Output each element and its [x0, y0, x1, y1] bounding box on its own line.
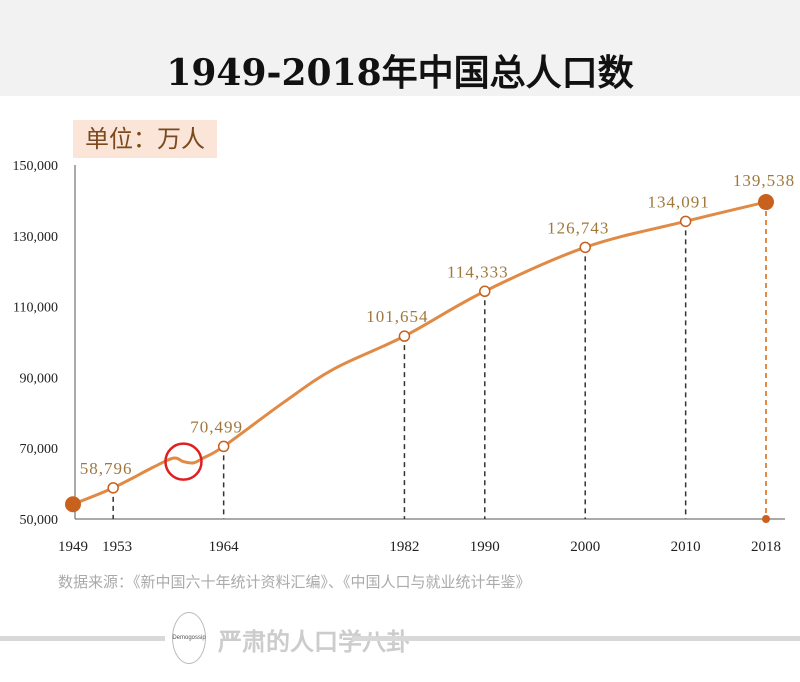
divider [352, 636, 800, 641]
data-label: 114,333 [447, 262, 509, 281]
data-label: 134,091 [648, 192, 710, 211]
data-source: 数据来源：《新中国六十年统计资料汇编》、《中国人口与就业统计年鉴》 [58, 573, 531, 591]
title-banner [0, 0, 800, 96]
data-point [579, 241, 591, 254]
line-chart: 50,000 70,000 90,000 110,000 130,000 150,000 1… [13, 159, 795, 555]
data-label: 126,743 [547, 218, 609, 237]
chart-title: 1949-2018年中国总人口数 [166, 52, 634, 94]
axis-dot [762, 515, 770, 523]
x-tick-label: 2000 [570, 539, 600, 555]
data-point [479, 285, 491, 298]
y-tick-label: 150,000 [13, 159, 59, 174]
data-label: 58,796 [80, 459, 133, 478]
unit-label: 单位：万人 [73, 120, 217, 158]
y-tick-label: 70,000 [20, 442, 59, 457]
data-point [107, 482, 119, 494]
logo: Demogossip [172, 612, 206, 664]
end-point [758, 194, 774, 211]
x-tick-label: 1953 [102, 539, 132, 555]
y-tick-label: 110,000 [13, 301, 58, 316]
data-point [398, 330, 411, 342]
y-tick-label: 90,000 [20, 371, 59, 386]
brand-name: 严肃的人口学八卦 [218, 628, 410, 656]
x-tick-label: 1949 [58, 539, 88, 555]
footer: Demogossip 严肃的人口学八卦 [0, 612, 800, 664]
data-point [217, 440, 230, 453]
data-label: 139,538 [733, 171, 795, 190]
data-label: 70,499 [190, 417, 243, 436]
x-tick-label: 2010 [671, 539, 701, 555]
x-tick-label: 2018 [751, 539, 781, 555]
y-tick-label: 130,000 [13, 230, 59, 245]
data-label: 101,654 [366, 307, 428, 326]
y-tick-label: 50,000 [20, 513, 59, 528]
start-point [65, 496, 81, 513]
x-tick-label: 1990 [470, 539, 500, 555]
divider [0, 636, 165, 641]
series-line [72, 200, 767, 506]
data-point [679, 215, 692, 228]
x-tick-label: 1982 [389, 539, 419, 555]
highlight-circle [164, 442, 203, 481]
x-tick-label: 1964 [209, 539, 240, 555]
